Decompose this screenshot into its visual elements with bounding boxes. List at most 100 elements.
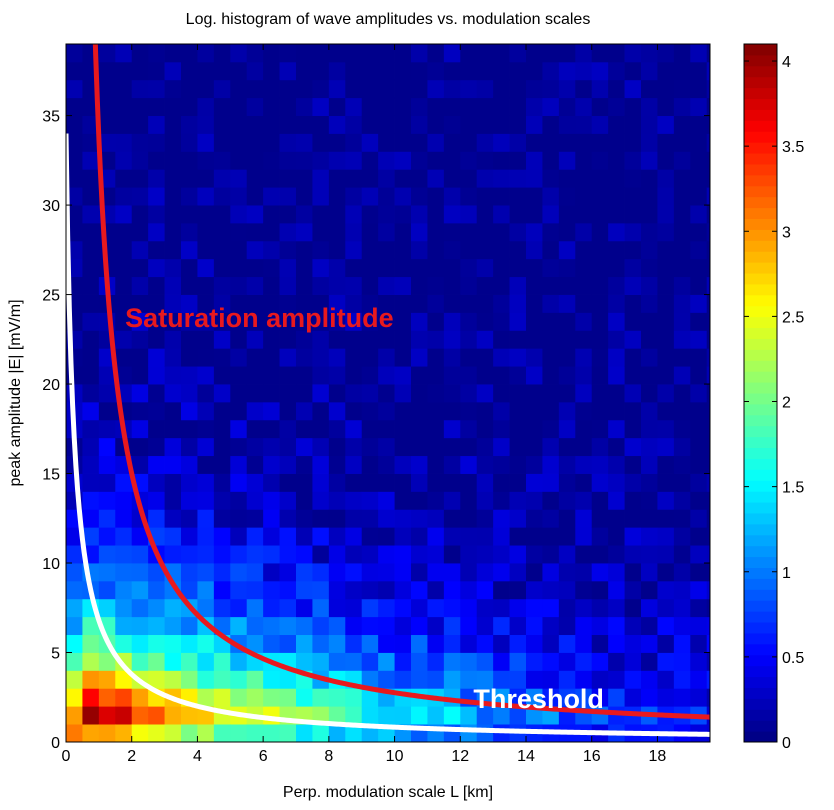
- heatmap-cell: [66, 634, 83, 653]
- heatmap-cell: [312, 330, 330, 349]
- heatmap-cell: [328, 79, 346, 99]
- heatmap-cell: [509, 312, 527, 331]
- heatmap-cell: [263, 527, 280, 546]
- heatmap-cell: [361, 169, 379, 188]
- heatmap-cell: [66, 545, 83, 564]
- heatmap-cell: [197, 258, 215, 278]
- heatmap-cell: [312, 276, 330, 295]
- heatmap-cell: [213, 527, 231, 546]
- heatmap-cell: [493, 258, 510, 278]
- heatmap-cell: [460, 652, 478, 671]
- heatmap-cell: [230, 491, 248, 510]
- heatmap-cell: [131, 580, 149, 600]
- heatmap-cell: [82, 169, 100, 188]
- heatmap-cell: [148, 634, 165, 653]
- heatmap-cell: [82, 330, 100, 349]
- heatmap-cell: [66, 366, 83, 385]
- colorbar-swatch: [744, 251, 777, 263]
- heatmap-cell: [328, 616, 346, 636]
- heatmap-cell: [131, 97, 149, 116]
- heatmap-cell: [361, 545, 379, 564]
- heatmap-cell: [673, 222, 691, 242]
- heatmap-cell: [542, 563, 560, 582]
- heatmap-cell: [526, 61, 543, 81]
- heatmap-cell: [246, 437, 264, 457]
- heatmap-cell: [279, 598, 297, 618]
- heatmap-cell: [181, 509, 198, 528]
- heatmap-cell: [542, 670, 560, 689]
- colorbar-swatch: [744, 76, 777, 89]
- heatmap-cell: [131, 545, 149, 564]
- colorbar-swatch: [744, 360, 777, 372]
- heatmap-cell: [164, 401, 182, 421]
- heatmap-cell: [361, 44, 379, 63]
- heatmap-cell: [624, 455, 642, 474]
- heatmap-cell: [575, 79, 593, 99]
- heatmap-cell: [361, 473, 379, 492]
- heatmap-cell: [197, 724, 215, 742]
- heatmap-cell: [443, 634, 461, 653]
- heatmap-cell: [657, 419, 675, 439]
- heatmap-cell: [312, 169, 330, 188]
- heatmap-cell: [526, 419, 543, 439]
- heatmap-cell: [115, 616, 133, 636]
- heatmap-cell: [509, 330, 527, 349]
- heatmap-cell: [542, 688, 560, 707]
- heatmap-cell: [706, 688, 710, 707]
- heatmap-cell: [115, 724, 133, 742]
- heatmap-cell: [197, 563, 215, 582]
- heatmap-cell: [82, 419, 100, 439]
- heatmap-cell: [230, 294, 248, 313]
- heatmap-cell: [526, 151, 543, 170]
- heatmap-cell: [296, 652, 313, 671]
- heatmap-cell: [575, 276, 593, 295]
- heatmap-cell: [213, 348, 231, 367]
- heatmap-cell: [493, 169, 510, 188]
- heatmap-cell: [690, 366, 708, 385]
- heatmap-cell: [608, 491, 625, 510]
- heatmap-cell: [443, 240, 461, 260]
- heatmap-cell: [328, 455, 346, 474]
- heatmap-cell: [641, 563, 658, 582]
- heatmap-cell: [394, 616, 412, 636]
- heatmap-cell: [493, 187, 510, 206]
- heatmap-cell: [378, 384, 395, 403]
- heatmap-cell: [443, 151, 461, 170]
- heatmap-cell: [345, 222, 363, 242]
- heatmap-cell: [476, 634, 494, 653]
- heatmap-cell: [493, 222, 510, 242]
- heatmap-cell: [131, 79, 149, 99]
- heatmap-cell: [246, 401, 264, 421]
- heatmap-cell: [378, 276, 395, 295]
- heatmap-cell: [443, 509, 461, 528]
- heatmap-cell: [575, 330, 593, 349]
- heatmap-cell: [197, 151, 215, 170]
- heatmap-cell: [131, 437, 149, 457]
- heatmap-cell: [575, 419, 593, 439]
- heatmap-cell: [673, 580, 691, 600]
- heatmap-cell: [591, 384, 609, 403]
- heatmap-cell: [427, 598, 445, 618]
- heatmap-cell: [460, 61, 478, 81]
- heatmap-cell: [164, 634, 182, 653]
- heatmap-cell: [673, 312, 691, 331]
- heatmap-cell: [246, 580, 264, 600]
- heatmap-cell: [345, 312, 363, 331]
- heatmap-cell: [542, 401, 560, 421]
- heatmap-cell: [509, 366, 527, 385]
- heatmap-cell: [131, 205, 149, 224]
- heatmap-cell: [641, 222, 658, 242]
- heatmap-cell: [246, 79, 264, 99]
- threshold-curve: [66, 133, 710, 737]
- heatmap-cell: [148, 401, 165, 421]
- heatmap-cell: [608, 240, 625, 260]
- heatmap-cell: [558, 97, 576, 116]
- colorbar-frame: [743, 43, 778, 743]
- heatmap-cell: [197, 276, 215, 295]
- heatmap-cell: [575, 366, 593, 385]
- heatmap-cell: [624, 670, 642, 689]
- heatmap-cell: [624, 240, 642, 260]
- heatmap-cell: [131, 634, 149, 653]
- heatmap-cell: [690, 545, 708, 564]
- heatmap-cell: [378, 61, 395, 81]
